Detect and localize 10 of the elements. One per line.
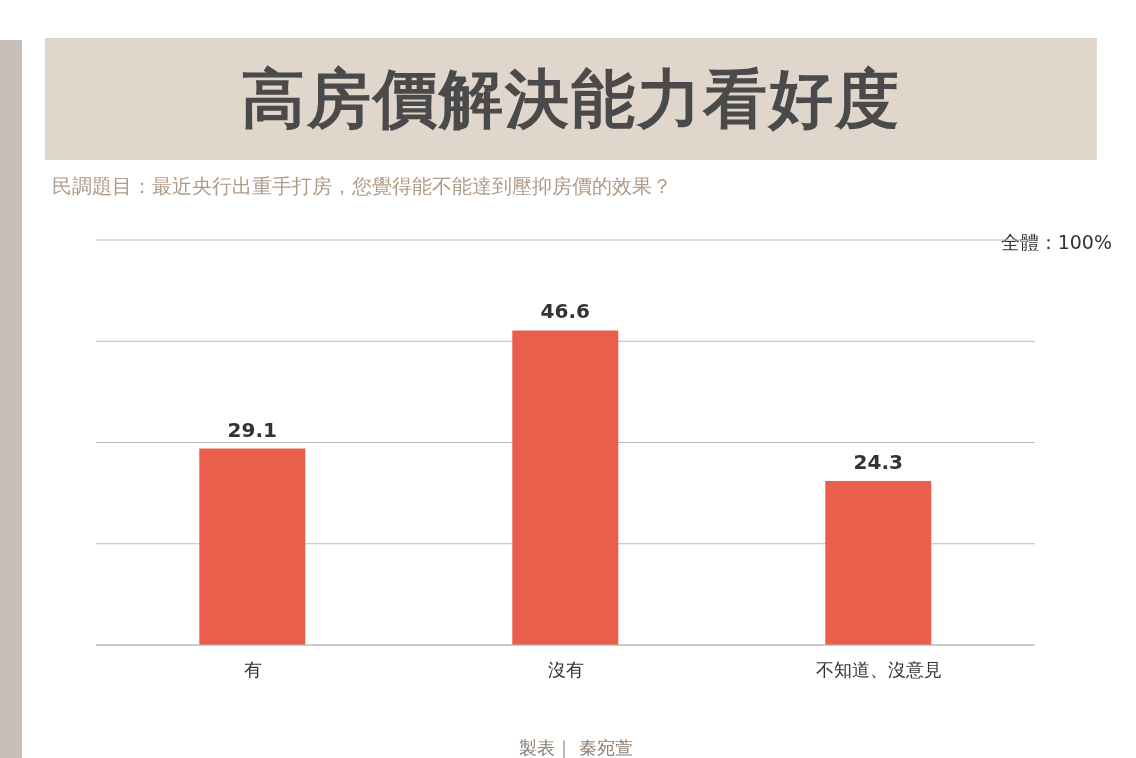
data-label: 46.6 xyxy=(540,299,590,324)
x-tick-label: 沒有 xyxy=(547,658,584,680)
data-label: 24.3 xyxy=(853,449,903,474)
data-label: 29.1 xyxy=(227,417,277,442)
chart-subtitle: 民調題目：最近央行出重手打房，您覺得能不能達到壓抑房價的效果？ xyxy=(52,173,672,200)
chart-title: 高房價解決能力看好度 xyxy=(241,60,901,138)
text: 製表｜ 秦宛萱 xyxy=(518,736,634,758)
text: 全體：100% xyxy=(1000,230,1112,255)
x-tick-label: 有 xyxy=(243,658,262,680)
x-tick-label: 不知道、沒意見 xyxy=(815,658,942,680)
